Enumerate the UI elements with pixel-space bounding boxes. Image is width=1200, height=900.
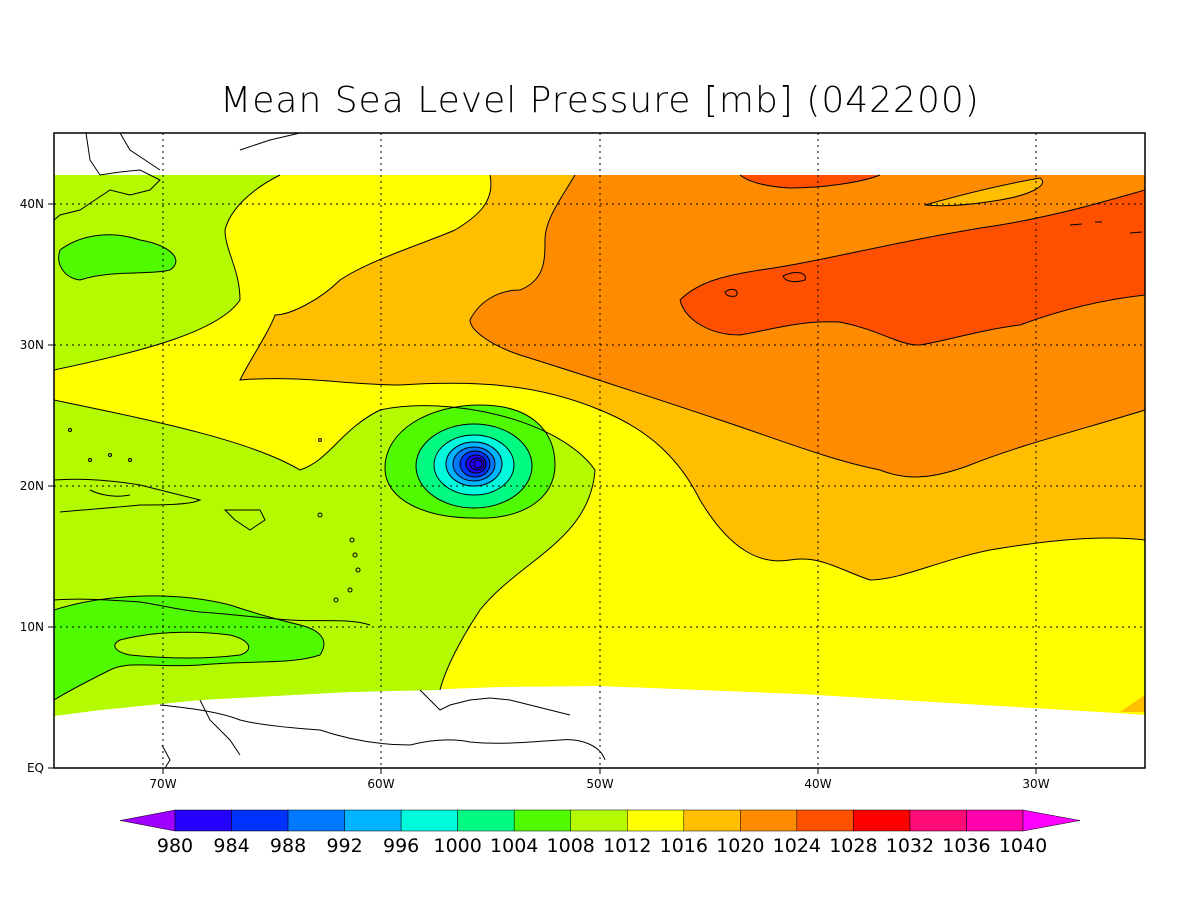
colorbar-min-triangle: [119, 809, 176, 832]
colorbar-swatch: [853, 809, 911, 832]
lat-tick-label: 30N: [20, 338, 44, 352]
band-1024: [680, 190, 1145, 346]
pressure-contours: [54, 174, 1145, 701]
colorbar-label: 992: [326, 835, 362, 857]
graticule: [54, 133, 1145, 768]
colorbar-swatch: [457, 809, 515, 832]
lat-tick-label: EQ: [27, 761, 44, 775]
colorbar-swatch: [231, 809, 289, 832]
axis-ticks: [48, 203, 1037, 774]
colorbar-swatch: [400, 809, 458, 832]
colorbar-swatch: [909, 809, 967, 832]
lon-tick-label: 60W: [367, 777, 394, 791]
colorbar-swatch: [513, 809, 571, 832]
colorbar-label: 1016: [660, 835, 708, 857]
band-1008-carib-pocket: [114, 632, 249, 659]
colorbar-max-triangle: [1022, 809, 1081, 832]
lon-tick-label: 40W: [804, 777, 831, 791]
colorbar: 980 984 988 992 996 1000 1004 1008 1012 1016 1020 1…: [119, 809, 1081, 857]
colorbar-label: 1012: [603, 835, 651, 857]
colorbar-label: 1024: [773, 835, 821, 857]
colorbar-label: 1000: [433, 835, 481, 857]
colorbar-label: 980: [157, 835, 193, 857]
colorbar-label: 1020: [716, 835, 764, 857]
colorbar-label: 1040: [999, 835, 1047, 857]
colorbar-swatch: [570, 809, 628, 832]
lon-tick-label: 70W: [149, 777, 176, 791]
colorbar-label: 1004: [490, 835, 538, 857]
band-1008-small2: [235, 682, 275, 694]
band-1004-nw: [58, 234, 176, 280]
lon-tick-label: 50W: [586, 777, 613, 791]
band-1008-small: [80, 682, 115, 695]
longitude-labels: 70W 60W 50W 40W 30W: [149, 777, 1049, 791]
lon-tick-label: 30W: [1022, 777, 1049, 791]
colorbar-label: 996: [383, 835, 419, 857]
colorbar-label: 1032: [886, 835, 934, 857]
coastlines: [54, 133, 606, 768]
colorbar-label: 988: [270, 835, 306, 857]
band-1020-island: [925, 178, 1043, 206]
band-1024-top: [740, 175, 880, 188]
colorbar-label: 1008: [547, 835, 595, 857]
colorbar-swatch: [796, 809, 854, 832]
colorbar-label: 1028: [829, 835, 877, 857]
colorbar-swatch: [740, 809, 798, 832]
pressure-field: [54, 133, 1145, 768]
latitude-labels: 40N 30N 20N 10N EQ: [20, 197, 44, 775]
colorbar-swatch: [344, 809, 402, 832]
lat-tick-label: 20N: [20, 479, 44, 493]
band-1008: [54, 175, 280, 370]
colorbar-swatch: [287, 809, 345, 832]
storm-contours: [415, 423, 533, 509]
colorbar-swatch: [627, 809, 685, 832]
colorbar-swatch: [966, 809, 1024, 832]
map-title: Mean Sea Level Pressure [mb] (042200): [220, 80, 980, 121]
lat-tick-label: 40N: [20, 197, 44, 211]
colorbar-label: 984: [213, 835, 249, 857]
lat-tick-label: 10N: [20, 620, 44, 634]
band-1012-east: [1120, 695, 1145, 712]
colorbar-swatch: [174, 809, 232, 832]
colorbar-label: 1036: [942, 835, 990, 857]
colorbar-swatch: [683, 809, 741, 832]
